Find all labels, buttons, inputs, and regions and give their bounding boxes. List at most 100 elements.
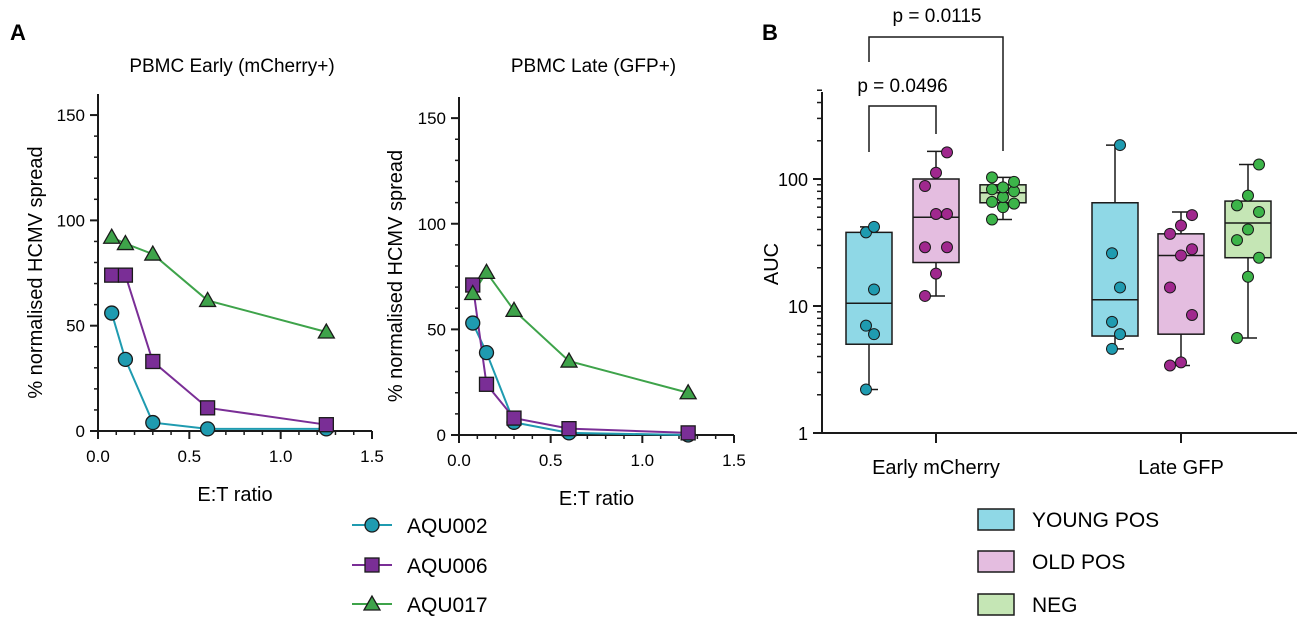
- y-axis-title: % normalised HCMV spread: [385, 150, 407, 402]
- chart-title: PBMC Late (GFP+): [511, 56, 676, 77]
- data-point: [1231, 199, 1243, 212]
- data-point: [1114, 328, 1126, 341]
- data-point: [986, 213, 998, 226]
- y-tick-label: 100: [418, 215, 446, 234]
- y-tick-label: 100: [778, 170, 808, 190]
- data-point: [1164, 227, 1176, 240]
- x-tick-label: Early mCherry: [872, 457, 1000, 479]
- data-point: [997, 181, 1009, 194]
- significance-bracket: [868, 105, 937, 152]
- data-point: [1164, 281, 1176, 294]
- data-point: [986, 195, 998, 208]
- x-tick-label: 0.5: [178, 447, 202, 466]
- legend-swatch-old-pos: [977, 550, 1015, 573]
- data-point-aqu006: [561, 421, 577, 437]
- p-value-label: p = 0.0496: [857, 76, 947, 97]
- data-point: [1175, 219, 1187, 232]
- data-point-aqu017: [116, 234, 135, 251]
- data-point: [941, 146, 953, 159]
- legend-marker-aqu017: [362, 594, 382, 611]
- p-value-label: p = 0.0115: [893, 6, 982, 27]
- series-line-aqu017: [471, 270, 689, 394]
- x-axis-title: E:T ratio: [197, 484, 272, 506]
- data-point-aqu017: [559, 351, 579, 368]
- data-point: [860, 383, 872, 396]
- data-point-aqu006: [104, 267, 120, 283]
- data-point: [1186, 308, 1198, 321]
- x-tick-label: 1.0: [269, 447, 293, 466]
- legend-label-aqu002: AQU002: [407, 515, 488, 538]
- y-axis-title: AUC: [761, 243, 783, 285]
- legend-label-aqu017: AQU017: [407, 594, 488, 617]
- y-tick-label: 50: [66, 317, 85, 336]
- data-point: [941, 241, 953, 254]
- data-point-aqu017: [317, 322, 336, 339]
- legend-swatch-neg: [977, 593, 1015, 616]
- data-point-aqu006: [318, 417, 334, 433]
- series-line-aqu002: [471, 322, 689, 436]
- y-tick-label: 100: [57, 211, 85, 230]
- y-tick-label: 50: [427, 320, 446, 339]
- chart-late: PBMC Late (GFP+) 0 50 100 150 0.0 0.5 1.0 1.5 E:T…: [385, 56, 746, 510]
- legend-label-neg: NEG: [1032, 594, 1078, 617]
- box-young-pos: [1091, 202, 1139, 337]
- y-tick-label: 10: [788, 297, 808, 317]
- data-point-aqu002: [199, 421, 216, 437]
- data-point: [1114, 281, 1126, 294]
- data-point-aqu006: [117, 267, 134, 283]
- data-point: [1186, 209, 1198, 222]
- x-tick-label: 1.5: [360, 447, 384, 466]
- data-point: [941, 208, 953, 221]
- data-point-aqu017: [477, 263, 496, 279]
- x-tick-label: 1.5: [722, 451, 746, 470]
- data-point: [1175, 249, 1187, 262]
- data-point-aqu017: [198, 291, 217, 308]
- data-point-aqu002: [145, 414, 161, 431]
- data-point: [986, 183, 998, 196]
- data-point: [1253, 158, 1265, 171]
- data-point: [1175, 356, 1187, 369]
- data-point: [930, 267, 942, 280]
- legend-marker-aqu006: [364, 557, 380, 573]
- data-point-aqu006: [199, 400, 216, 416]
- data-point-aqu006: [145, 353, 161, 370]
- data-point-aqu002: [104, 305, 120, 321]
- legend-groups: YOUNG POS OLD POS NEG: [977, 508, 1159, 617]
- data-point: [1231, 331, 1243, 344]
- data-point: [919, 289, 931, 302]
- series-line-aqu006: [471, 284, 689, 434]
- data-point: [860, 319, 872, 332]
- y-tick-label: 150: [418, 109, 446, 128]
- x-axis-title: E:T ratio: [559, 488, 634, 510]
- data-point: [1008, 175, 1020, 188]
- y-axis-title: % normalised HCMV spread: [25, 146, 47, 398]
- data-point-aqu017: [679, 383, 698, 400]
- y-tick-label: 0: [437, 426, 446, 445]
- x-tick-label: 0.5: [539, 451, 563, 470]
- y-tick-label: 150: [57, 106, 85, 125]
- data-point: [868, 328, 880, 341]
- data-point: [1242, 270, 1254, 283]
- data-point-aqu006: [506, 410, 522, 426]
- data-point-aqu002: [478, 344, 495, 361]
- legend-label-young-pos: YOUNG POS: [1032, 509, 1159, 532]
- data-point-aqu006: [478, 376, 495, 392]
- chart-auc: 1 10 100 AUC Early mCherry Late GFP p = 0.0496…: [761, 6, 1297, 479]
- data-point: [1253, 205, 1265, 218]
- legend-marker-aqu002: [364, 517, 380, 533]
- x-tick-label: Late GFP: [1138, 457, 1224, 479]
- data-point: [1186, 243, 1198, 256]
- data-point: [1242, 223, 1254, 236]
- panel-label-b: B: [762, 20, 778, 45]
- data-point: [868, 220, 880, 233]
- data-point-aqu017: [102, 227, 121, 244]
- y-tick-label: 0: [76, 422, 85, 441]
- legend-swatch-young-pos: [977, 508, 1015, 531]
- data-point: [1106, 247, 1118, 260]
- x-tick-label: 0.0: [86, 447, 110, 466]
- data-point: [919, 241, 931, 254]
- data-point: [1106, 342, 1118, 355]
- data-point-aqu002: [465, 315, 481, 331]
- legend-label-old-pos: OLD POS: [1032, 551, 1125, 574]
